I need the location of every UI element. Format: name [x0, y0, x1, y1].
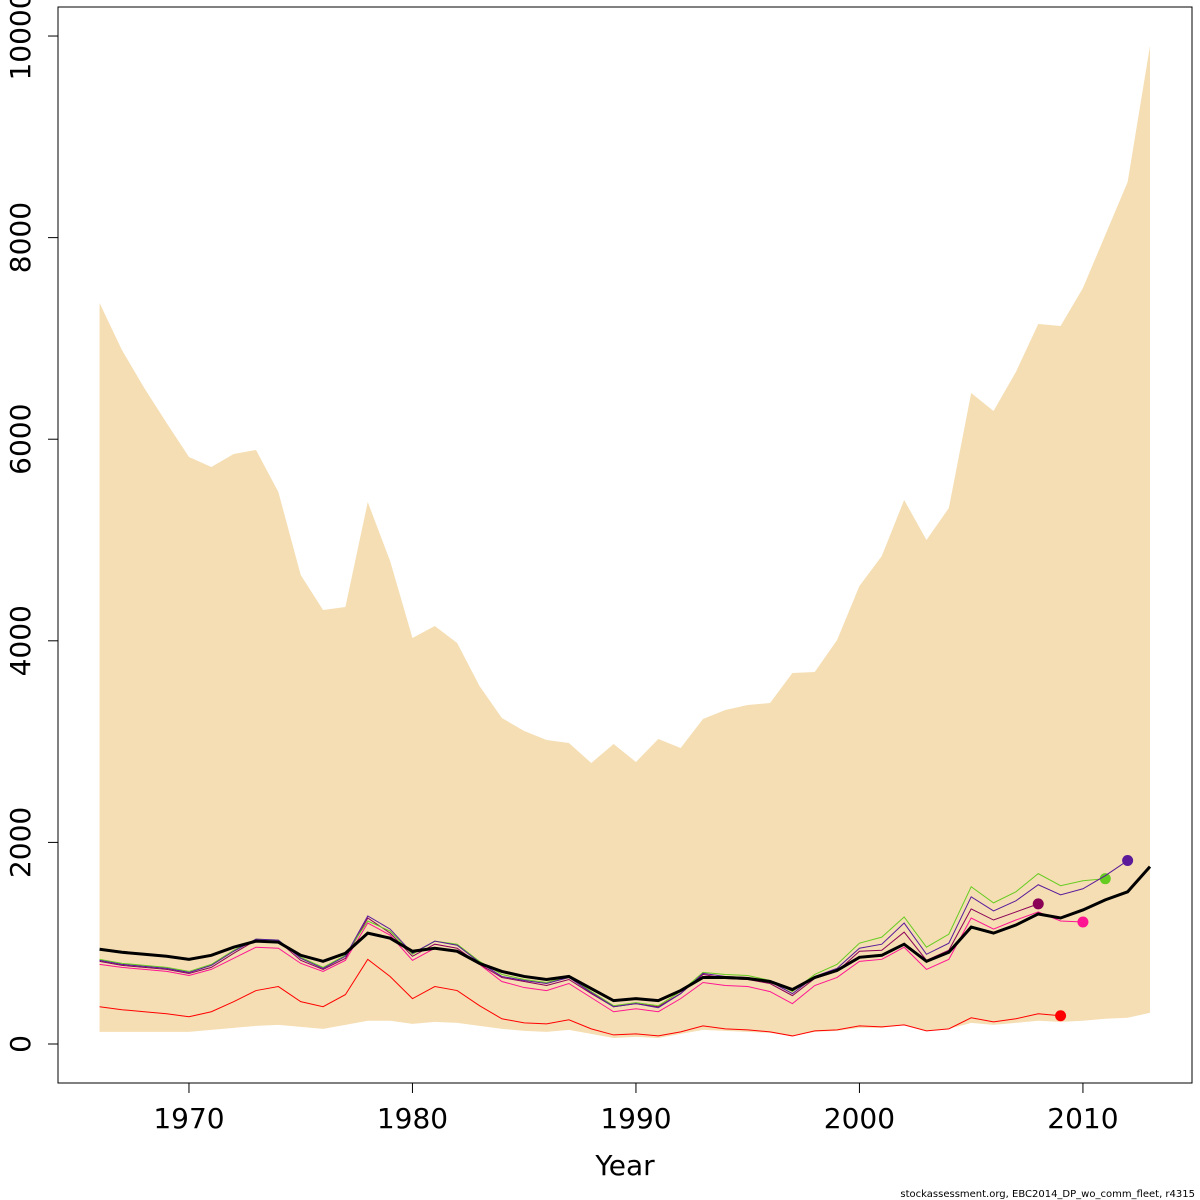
series-line [99, 958, 1061, 1037]
series-line [99, 860, 1128, 1009]
endpoint-dot [1099, 873, 1111, 885]
x-tick-label: 2010 [1047, 1102, 1118, 1135]
endpoint-dot [1032, 898, 1044, 910]
endpoint-dot [1055, 1010, 1067, 1022]
x-tick-label: 1970 [153, 1102, 224, 1135]
endpoint-dot [1122, 855, 1134, 867]
y-tick-label: 2000 [4, 807, 37, 878]
x-tick-label: 2000 [824, 1102, 895, 1135]
x-axis-label: Year [594, 1149, 655, 1182]
footer: stockassessment.org, EBC2014_DP_wo_comm_… [900, 1189, 1195, 1200]
x-tick-label: 1990 [600, 1102, 671, 1135]
series-line [99, 865, 1152, 1003]
confidence-band [99, 46, 1150, 1038]
y-tick-label: 10000 [4, 0, 37, 81]
y-tick-label: 6000 [4, 404, 37, 475]
series-line [99, 911, 1083, 1013]
endpoint-dot [1077, 916, 1089, 928]
x-tick-label: 1980 [377, 1102, 448, 1135]
y-tick-label: 4000 [4, 605, 37, 676]
y-tick-label: 8000 [4, 202, 37, 273]
y-tick-label: 0 [4, 1035, 37, 1053]
